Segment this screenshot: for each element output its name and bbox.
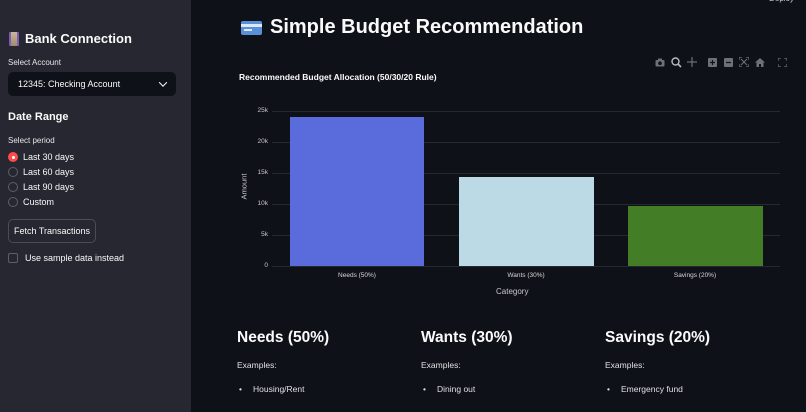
savings-column: Savings (20%) Examples: Emergency fund: [605, 329, 775, 394]
bank-icon: [9, 31, 19, 46]
radio-label: Last 90 days: [23, 182, 75, 192]
radio-last-30-days[interactable]: Last 30 days: [8, 152, 74, 162]
needs-heading: Needs (50%): [237, 329, 330, 346]
y-axis-label: Amount: [239, 173, 249, 200]
autoscale-icon[interactable]: [738, 56, 750, 68]
account-select-value: 12345: Checking Account: [18, 79, 121, 89]
examples-list: Dining out: [421, 384, 591, 394]
radio-unchecked-icon: [8, 182, 18, 192]
radio-last-60-days[interactable]: Last 60 days: [8, 167, 74, 177]
wants-heading: Wants (30%): [421, 329, 513, 346]
page-title: Simple Budget Recommendation: [241, 16, 583, 39]
examples-label: Examples:: [237, 360, 277, 370]
y-tick: 25k: [257, 107, 268, 114]
list-item: Dining out: [421, 384, 591, 394]
sidebar-title: Bank Connection: [9, 31, 132, 46]
gridline: [272, 266, 780, 267]
needs-column: Needs (50%) Examples: Housing/Rent: [237, 329, 407, 394]
radio-label: Custom: [23, 197, 55, 207]
examples-list: Emergency fund: [605, 384, 775, 394]
radio-custom[interactable]: Custom: [8, 197, 54, 207]
savings-heading: Savings (20%): [605, 329, 711, 346]
fullscreen-icon[interactable]: [776, 56, 788, 68]
y-tick: 5k: [261, 231, 268, 238]
credit-card-icon: [241, 20, 262, 35]
y-tick: 10k: [257, 200, 268, 207]
period-label: Select period: [8, 136, 55, 145]
sidebar: Bank Connection Select Account 12345: Ch…: [0, 0, 191, 412]
checkbox-label: Use sample data instead: [25, 253, 125, 263]
radio-last-90-days[interactable]: Last 90 days: [8, 182, 74, 192]
gridline: [272, 142, 780, 143]
sidebar-title-text: Bank Connection: [25, 31, 132, 46]
y-tick: 20k: [257, 138, 268, 145]
bar-savings[interactable]: [628, 206, 763, 266]
y-tick: 15k: [257, 169, 268, 176]
x-tick: Savings (20%): [673, 272, 717, 279]
gridline: [272, 173, 780, 174]
radio-checked-icon: [8, 152, 18, 162]
account-label: Select Account: [8, 58, 61, 67]
x-tick: Needs (50%): [338, 272, 376, 279]
checkbox-icon: [8, 253, 18, 263]
list-item: Emergency fund: [605, 384, 775, 394]
zoom-icon[interactable]: [670, 56, 682, 68]
y-tick: 0: [264, 262, 268, 269]
pan-icon[interactable]: [686, 56, 698, 68]
wants-column: Wants (30%) Examples: Dining out: [421, 329, 591, 394]
chevron-down-icon: [158, 78, 168, 87]
chart-modebar: [654, 56, 792, 68]
page-title-text: Simple Budget Recommendation: [270, 16, 584, 38]
bar-needs[interactable]: [290, 117, 424, 266]
deploy-button[interactable]: Deploy: [769, 0, 794, 3]
radio-unchecked-icon: [8, 197, 18, 207]
bar-wants[interactable]: [459, 177, 594, 266]
camera-icon[interactable]: [654, 56, 666, 68]
home-icon[interactable]: [754, 56, 766, 68]
x-axis-label: Category: [496, 287, 529, 296]
date-range-heading: Date Range: [8, 111, 69, 123]
examples-label: Examples:: [421, 360, 461, 370]
x-tick: Wants (30%): [507, 272, 545, 279]
list-item: Housing/Rent: [237, 384, 407, 394]
gridline: [272, 111, 780, 112]
account-select[interactable]: 12345: Checking Account: [8, 72, 176, 96]
examples-label: Examples:: [605, 360, 645, 370]
radio-unchecked-icon: [8, 167, 18, 177]
examples-list: Housing/Rent: [237, 384, 407, 394]
sample-data-checkbox[interactable]: Use sample data instead: [8, 253, 124, 263]
zoom-out-icon[interactable]: [722, 56, 734, 68]
zoom-in-icon[interactable]: [706, 56, 718, 68]
chart-title: Recommended Budget Allocation (50/30/20 …: [239, 72, 437, 82]
fetch-transactions-button[interactable]: Fetch Transactions: [8, 219, 96, 243]
radio-label: Last 30 days: [23, 152, 75, 162]
radio-label: Last 60 days: [23, 167, 75, 177]
